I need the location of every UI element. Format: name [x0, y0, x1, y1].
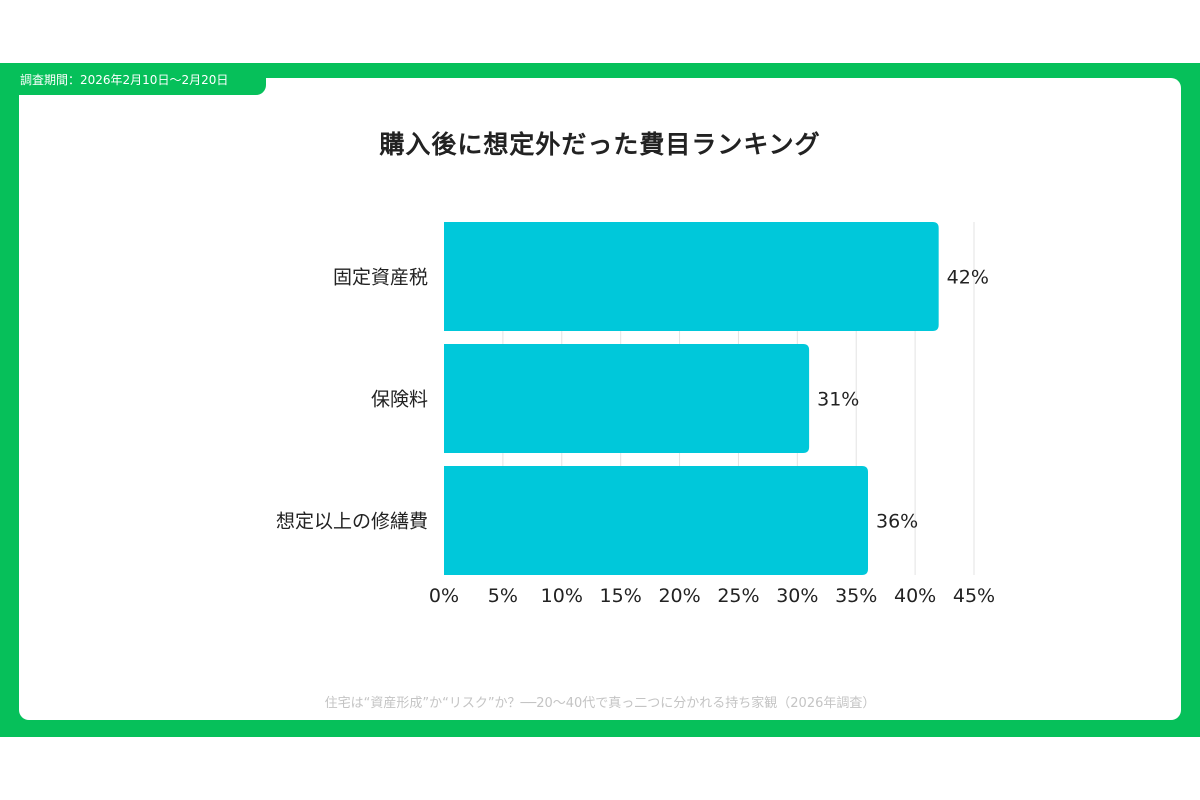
x-tick-label: 15%	[600, 585, 642, 607]
bar	[444, 222, 939, 331]
x-tick-label: 25%	[717, 585, 759, 607]
category-label: 想定以上の修繕費	[276, 511, 428, 533]
value-label: 31%	[817, 389, 859, 411]
x-tick-label: 20%	[658, 585, 700, 607]
x-tick-label: 35%	[835, 585, 877, 607]
category-label: 保険料	[371, 389, 428, 411]
value-label: 42%	[947, 267, 989, 289]
chart-title: 購入後に想定外だった費目ランキング	[379, 130, 821, 159]
x-tick-label: 10%	[541, 585, 583, 607]
value-label: 36%	[876, 511, 918, 533]
x-tick-label: 0%	[429, 585, 459, 607]
period-tab	[0, 63, 266, 95]
footer-caption: 住宅は“資産形成”か“リスク”か？──20〜40代で真っ二つに分かれる持ち家観（…	[324, 696, 876, 711]
x-tick-label: 5%	[488, 585, 518, 607]
bar	[444, 344, 810, 453]
labels: 0% 5% 10% 15% 20% 25% 30% 35% 40% 45% 固定資産税 42% 保険料 3…	[276, 267, 995, 608]
x-tick-label: 40%	[894, 585, 936, 607]
category-label: 固定資産税	[333, 267, 428, 289]
bar	[444, 466, 868, 575]
x-tick-label: 45%	[953, 585, 995, 607]
survey-period-label: 調査期間：2026年2月10日〜2月20日	[20, 73, 229, 87]
x-tick-label: 30%	[776, 585, 818, 607]
bars	[444, 222, 939, 575]
